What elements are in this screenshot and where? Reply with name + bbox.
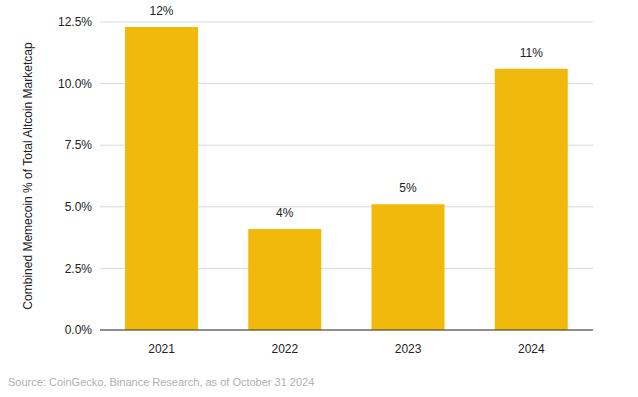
- svg-text:2022: 2022: [272, 342, 299, 356]
- svg-text:12%: 12%: [149, 4, 173, 18]
- svg-text:11%: 11%: [520, 46, 543, 60]
- svg-text:12.5%: 12.5%: [58, 15, 92, 29]
- svg-text:Combined Memecoin % of Total A: Combined Memecoin % of Total Altcoin Mar…: [21, 42, 35, 310]
- html-text:Source: CoinGecko, Binance Res: Source: CoinGecko, Binance Research, as …: [8, 376, 315, 388]
- svg-text:5%: 5%: [399, 181, 417, 195]
- svg-text:7.5%: 7.5%: [65, 138, 93, 152]
- svg-text:2024: 2024: [518, 342, 545, 356]
- svg-text:2023: 2023: [395, 342, 422, 356]
- svg-text:5.0%: 5.0%: [65, 200, 93, 214]
- svg-text:0.0%: 0.0%: [65, 323, 93, 337]
- svg-text:10.0%: 10.0%: [58, 77, 92, 91]
- svg-text:2021: 2021: [148, 342, 175, 356]
- svg-text:4%: 4%: [276, 206, 294, 220]
- svg-text:2.5%: 2.5%: [65, 262, 93, 276]
